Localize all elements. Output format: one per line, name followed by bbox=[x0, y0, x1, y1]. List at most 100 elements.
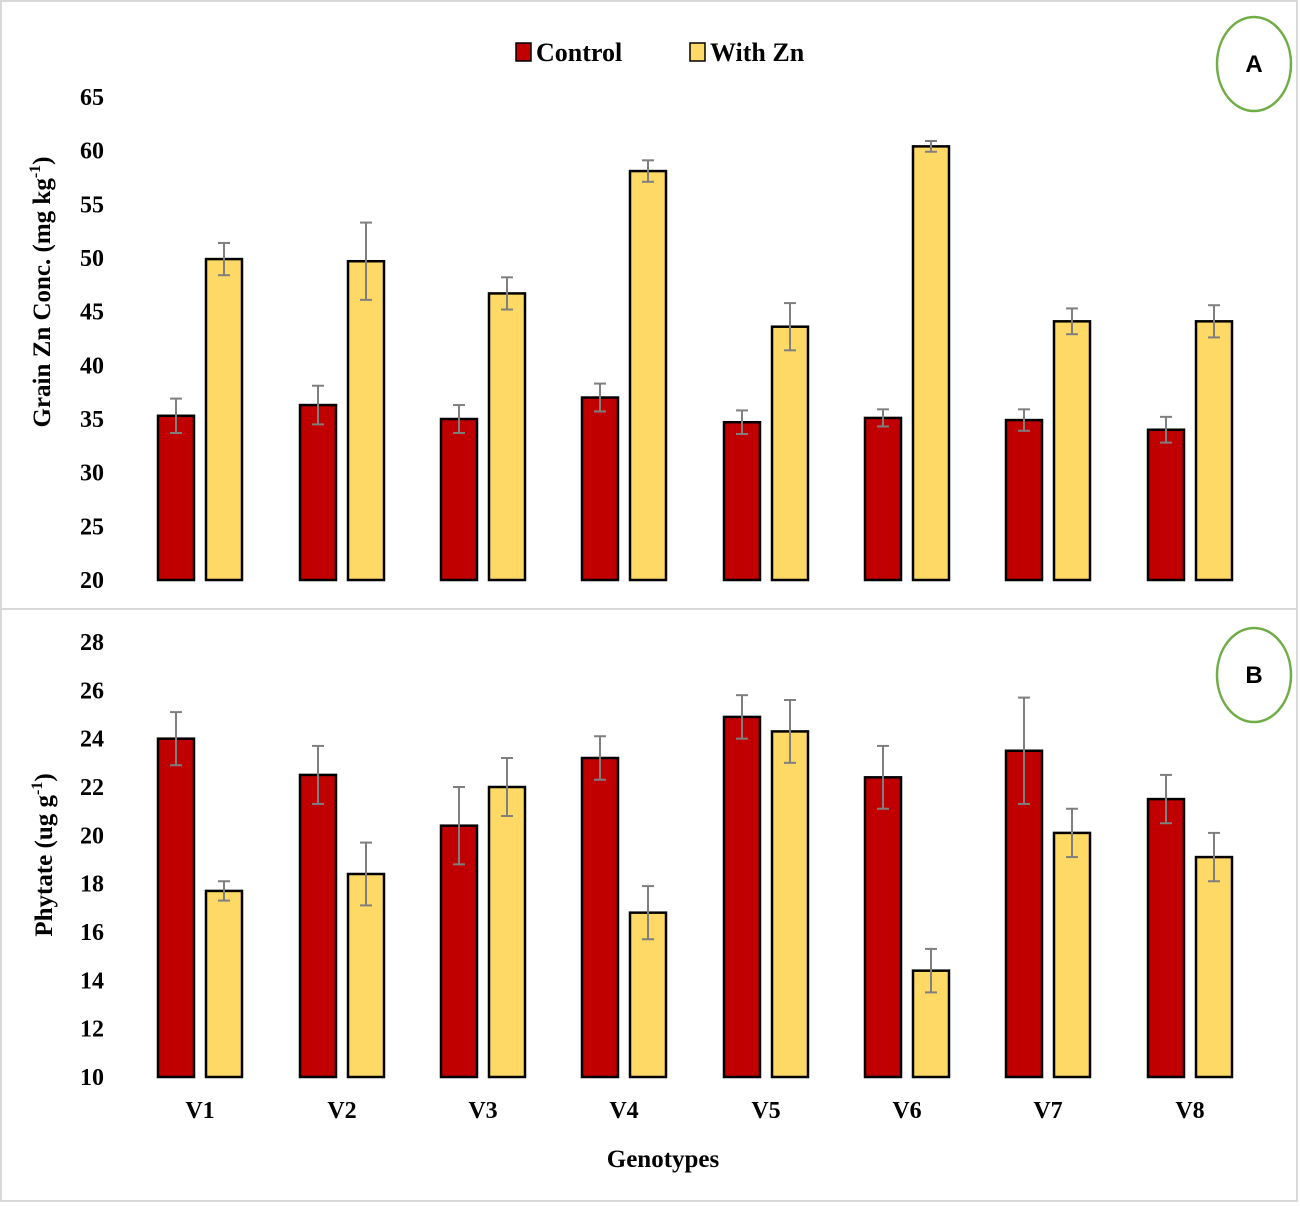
panel-a-badge-ring bbox=[1215, 15, 1293, 113]
panel-a-bar-with-zn-v6 bbox=[911, 145, 951, 582]
panel-a-bar-control-v1 bbox=[156, 414, 196, 582]
panel-b-y-tick-label: 22 bbox=[80, 775, 104, 801]
panel-a-error-bar-with-zn-v4 bbox=[642, 159, 654, 183]
panel-a-bar-control-v8 bbox=[1146, 428, 1186, 582]
panel-b-error-bar-control-v8 bbox=[1160, 773, 1172, 825]
panel-b-error-bar-with-zn-v3 bbox=[501, 757, 513, 817]
panel-b-bar-control-v8 bbox=[1146, 797, 1186, 1079]
panel-a-bar-control-v3 bbox=[439, 417, 479, 582]
panel-a-error-bar-control-v2 bbox=[312, 384, 324, 426]
panel-b-bar-control-v7 bbox=[1004, 749, 1044, 1079]
panel-a-badge: A bbox=[1215, 15, 1293, 113]
panel-b-error-bar-with-zn-v1 bbox=[218, 880, 230, 902]
panel-a-y-tick-label: 50 bbox=[80, 246, 104, 272]
panel-b-y-axis-title-sup: -1 bbox=[29, 782, 46, 795]
panel-a-error-bar-control-v3 bbox=[453, 404, 465, 434]
panel-b-error-bar-control-v6 bbox=[877, 744, 889, 810]
panel-b-y-tick-label: 26 bbox=[80, 678, 104, 704]
panel-b-badge-ring bbox=[1215, 626, 1293, 724]
panel-a-bar-control-v6 bbox=[863, 416, 903, 582]
panel-b-badge: B bbox=[1215, 626, 1293, 724]
panel-a-y-tick-label: 25 bbox=[80, 514, 104, 540]
panel-b-y-tick-label: 24 bbox=[80, 727, 104, 753]
panel-b-error-bar-with-zn-v4 bbox=[642, 885, 654, 941]
panel-a-error-bar-with-zn-v5 bbox=[784, 302, 796, 352]
legend-with-zn-swatch bbox=[689, 42, 706, 62]
panel-b-error-bar-control-v4 bbox=[594, 735, 606, 781]
panel-b-bar-control-v4 bbox=[580, 756, 620, 1079]
legend-control-label: Control bbox=[536, 38, 622, 67]
panel-b-y-tick-label: 18 bbox=[80, 872, 104, 898]
panel-b-error-bar-control-v7 bbox=[1018, 696, 1030, 805]
panel-b-plot: 10 12 14 16 18 20 22 24 26 28 bbox=[80, 630, 1234, 1091]
panel-a-badge-label: A bbox=[1245, 51, 1262, 78]
panel-b-error-bar-control-v5 bbox=[736, 694, 748, 740]
panel-a-y-tick-label: 45 bbox=[80, 300, 104, 326]
panel-b-y-tick-label: 12 bbox=[80, 1017, 104, 1043]
x-category-label: V4 bbox=[609, 1098, 638, 1124]
legend: Control With Zn bbox=[515, 38, 805, 67]
x-category-label: V6 bbox=[892, 1098, 921, 1124]
panel-b-bar-control-v3 bbox=[439, 824, 479, 1079]
panel-a-bar-with-zn-v5 bbox=[770, 325, 810, 582]
panel-a-error-bar-with-zn-v6 bbox=[925, 140, 937, 153]
x-axis-categories: V1 V2 V3 V4 V5 V6 V7 V8 bbox=[185, 1098, 1204, 1124]
panel-b-error-bar-with-zn-v6 bbox=[925, 947, 937, 994]
panel-b-y-tick-label: 10 bbox=[80, 1065, 104, 1091]
panel-a-y-axis-title: Grain Zn Conc. (mg kg-1) bbox=[27, 157, 56, 428]
panel-a-error-bar-with-zn-v7 bbox=[1066, 307, 1078, 336]
panel-b-bar-control-v1 bbox=[156, 737, 196, 1079]
panel-b-bar-with-zn-v3 bbox=[487, 785, 527, 1079]
panel-b-badge-label: B bbox=[1245, 662, 1262, 689]
panel-b-bar-control-v6 bbox=[863, 776, 903, 1079]
panel-b-bar-with-zn-v2 bbox=[346, 872, 386, 1079]
panel-b-bar-with-zn-v7 bbox=[1052, 831, 1092, 1079]
panel-b-bar-control-v5 bbox=[722, 715, 762, 1079]
panel-b-y-tick-label: 28 bbox=[80, 630, 104, 656]
panel-a-y-tick-label: 55 bbox=[80, 192, 104, 218]
panel-a-y-tick-label: 60 bbox=[80, 139, 104, 165]
x-axis-title: Genotypes bbox=[607, 1146, 720, 1173]
panel-a-y-tick-label: 65 bbox=[80, 85, 104, 111]
legend-with-zn-label: With Zn bbox=[710, 38, 805, 67]
panel-a-error-bar-control-v4 bbox=[594, 382, 606, 413]
panel-b-error-bar-with-zn-v7 bbox=[1066, 807, 1078, 859]
panel-a-plot: 20 25 30 35 40 45 50 55 60 65 bbox=[80, 85, 1234, 594]
x-category-label: V1 bbox=[185, 1098, 214, 1124]
panel-a-error-bar-control-v1 bbox=[170, 397, 182, 434]
panel-a-y-tick-label: 40 bbox=[80, 353, 104, 379]
panel-a-error-bar-with-zn-v1 bbox=[218, 241, 230, 277]
panel-a-error-bar-with-zn-v2 bbox=[360, 221, 372, 301]
panel-b-bar-with-zn-v8 bbox=[1194, 855, 1234, 1079]
x-category-label: V3 bbox=[468, 1098, 497, 1124]
panel-a-bar-with-zn-v7 bbox=[1052, 320, 1092, 582]
panel-a-bar-with-zn-v3 bbox=[487, 292, 527, 582]
panel-b-bar-control-v2 bbox=[298, 773, 338, 1079]
panel-a-y-axis-title-sup: -1 bbox=[27, 165, 44, 178]
panel-b-y-axis-title-end: ) bbox=[31, 773, 58, 781]
panel-b-bar-with-zn-v5 bbox=[770, 730, 810, 1079]
panel-a-y-tick-label: 30 bbox=[80, 461, 104, 487]
panel-a-error-bar-with-zn-v3 bbox=[501, 276, 513, 311]
panel-b-error-bar-with-zn-v5 bbox=[784, 699, 796, 764]
panel-a-error-bar-control-v6 bbox=[877, 408, 889, 428]
panel-b-error-bar-with-zn-v2 bbox=[360, 841, 372, 907]
x-category-label: V5 bbox=[751, 1098, 780, 1124]
panel-b-y-axis-title-main: Phytate (ug g bbox=[31, 795, 58, 937]
panel-b-y-axis-title: Phytate (ug g-1) bbox=[29, 773, 58, 936]
panel-a-bar-with-zn-v1 bbox=[204, 257, 244, 582]
panel-b-error-bar-with-zn-v8 bbox=[1208, 831, 1220, 883]
x-category-label: V8 bbox=[1175, 1098, 1204, 1124]
panel-a-bar-control-v2 bbox=[298, 403, 338, 582]
panel-b-bar-with-zn-v4 bbox=[628, 911, 668, 1079]
panel-b-y-tick-label: 14 bbox=[80, 968, 104, 994]
panel-a-bar-control-v4 bbox=[580, 396, 620, 582]
panel-b-y-tick-label: 16 bbox=[80, 920, 104, 946]
panel-a-bar-with-zn-v4 bbox=[628, 169, 668, 582]
panel-a-y-tick-label: 35 bbox=[80, 407, 104, 433]
panel-a-y-axis-title-main: Grain Zn Conc. (mg kg bbox=[29, 178, 56, 428]
x-category-label: V2 bbox=[327, 1098, 356, 1124]
panel-b-y-tick-label: 20 bbox=[80, 823, 104, 849]
panel-a-error-bar-with-zn-v8 bbox=[1208, 304, 1220, 339]
